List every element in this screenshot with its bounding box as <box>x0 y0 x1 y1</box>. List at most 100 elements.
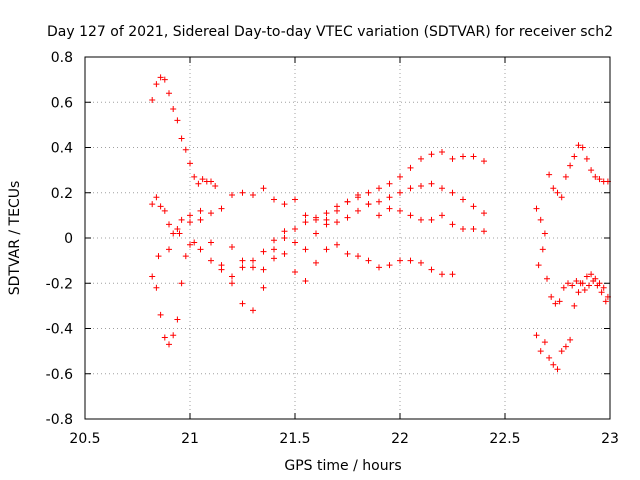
data-point-track-3 <box>208 257 214 264</box>
data-point-track-4 <box>176 230 183 237</box>
data-point-track-5 <box>449 155 456 162</box>
data-point-track-5 <box>428 151 435 158</box>
data-point-track-4 <box>313 230 319 237</box>
data-point-track-2 <box>271 196 277 203</box>
data-point-track-3 <box>365 257 372 264</box>
data-point-track-5 <box>281 228 288 235</box>
data-point-track-3 <box>334 241 340 248</box>
data-point-track-3 <box>166 341 172 348</box>
data-point-track-6 <box>533 205 540 212</box>
data-point-track-4 <box>281 235 288 241</box>
data-point-track-4 <box>365 201 372 208</box>
data-point-track-1 <box>208 178 214 185</box>
data-point-track-2 <box>302 212 309 219</box>
plot-frame <box>84 56 611 420</box>
chart-title: Day 127 of 2021, Sidereal Day-to-day VTE… <box>47 24 613 40</box>
data-point-track-1 <box>153 81 160 88</box>
data-point-track-4 <box>187 219 193 226</box>
data-point-track-3 <box>153 284 160 291</box>
data-point-track-5 <box>250 264 256 271</box>
data-point-track-4 <box>155 253 162 260</box>
data-point-track-4 <box>470 203 477 210</box>
data-point-track-6 <box>562 173 569 180</box>
data-point-track-5 <box>344 198 351 205</box>
y-axis-label: SDTVAR / TECUs <box>7 181 23 296</box>
data-point-track-3 <box>355 253 361 260</box>
data-point-track-1 <box>161 76 168 83</box>
x-tick-label: 23 <box>601 431 619 447</box>
data-point-track-6 <box>541 230 548 237</box>
data-point-track-4 <box>397 189 403 196</box>
data-point-track-7 <box>583 273 590 280</box>
data-point-track-2 <box>292 196 298 203</box>
data-point-track-7 <box>541 339 548 346</box>
data-point-track-2 <box>197 207 204 214</box>
data-point-track-1 <box>149 96 156 103</box>
data-point-track-7 <box>558 348 565 355</box>
data-point-track-5 <box>302 219 309 226</box>
data-point-track-2 <box>439 212 445 219</box>
data-point-track-4 <box>166 246 172 253</box>
y-tick-label: 0.8 <box>51 50 73 66</box>
y-tick-label: -0.2 <box>46 276 73 292</box>
data-point-track-3 <box>302 277 309 284</box>
data-point-track-5 <box>271 237 277 244</box>
x-tick-label: 20.5 <box>69 431 100 447</box>
data-point-track-4 <box>302 246 309 253</box>
data-point-track-6 <box>596 176 603 183</box>
data-point-track-4 <box>323 216 330 223</box>
data-point-track-5 <box>365 189 372 196</box>
data-point-track-3 <box>281 250 288 257</box>
data-point-track-2 <box>344 214 351 221</box>
data-point-track-5 <box>386 180 393 187</box>
data-point-track-5 <box>334 203 340 210</box>
data-point-track-6 <box>579 144 586 151</box>
grid-lines <box>85 57 610 419</box>
data-point-track-3 <box>174 316 181 323</box>
data-point-track-1 <box>195 180 202 187</box>
data-point-track-7 <box>533 332 540 339</box>
data-point-track-7 <box>567 336 574 343</box>
data-point-track-8 <box>581 287 588 294</box>
data-point-track-3 <box>428 266 435 273</box>
data-point-track-3 <box>323 246 330 253</box>
data-point-track-2 <box>334 219 340 226</box>
data-point-track-3 <box>182 253 189 260</box>
data-point-track-1 <box>212 182 219 189</box>
y-tick-label: 0.6 <box>51 95 73 111</box>
data-point-track-3 <box>397 257 403 264</box>
data-point-track-8 <box>602 298 609 305</box>
data-point-track-4 <box>229 280 235 287</box>
x-tick-labels: 20.5 21 21.5 22 22.5 23 <box>69 431 619 447</box>
data-point-track-2 <box>250 192 256 199</box>
data-point-track-5 <box>470 153 477 160</box>
data-point-track-2 <box>460 225 466 232</box>
data-point-track-5 <box>313 214 319 221</box>
data-point-track-6 <box>550 185 557 192</box>
data-point-track-3 <box>197 246 204 253</box>
data-point-track-4 <box>418 182 424 189</box>
data-point-track-2 <box>178 216 185 223</box>
data-point-track-2 <box>153 194 160 201</box>
data-point-track-1 <box>166 90 172 97</box>
data-point-track-2 <box>418 216 424 223</box>
data-point-track-2 <box>239 189 246 196</box>
data-point-track-3 <box>439 271 445 278</box>
data-point-track-3 <box>386 262 393 269</box>
data-point-track-5 <box>418 155 424 162</box>
data-point-track-2 <box>218 205 225 212</box>
data-point-track-8 <box>577 280 584 287</box>
data-point-track-8 <box>535 262 542 269</box>
data-point-track-8 <box>586 282 592 289</box>
data-point-track-6 <box>554 189 561 196</box>
data-point-track-5 <box>292 225 298 232</box>
x-tick-label: 21 <box>181 431 199 447</box>
data-point-track-4 <box>218 262 225 269</box>
data-point-track-1 <box>178 135 185 142</box>
y-tick-label: -0.8 <box>46 412 73 428</box>
data-point-track-1 <box>187 160 193 167</box>
x-tick-label: 21.5 <box>279 431 310 447</box>
data-point-track-4 <box>250 307 256 314</box>
data-point-track-8 <box>560 284 567 291</box>
data-point-track-4 <box>481 210 487 217</box>
